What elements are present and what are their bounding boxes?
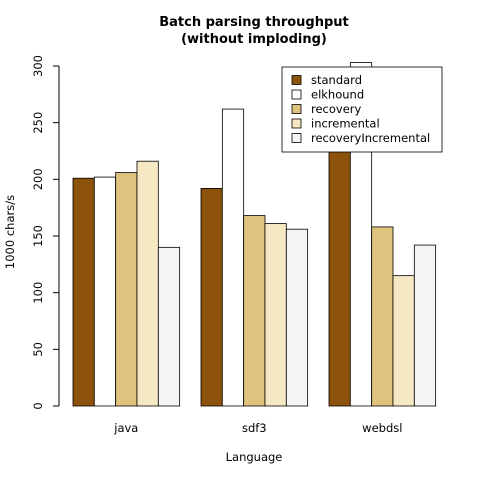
y-tick-label: 250	[31, 112, 45, 134]
x-tick-label-sdf3: sdf3	[242, 421, 267, 435]
bar-recoveryIncremental-sdf3	[285, 228, 309, 407]
legend-label-recoveryIncremental: recoveryIncremental	[311, 131, 430, 145]
bar-recovery-webdsl	[371, 226, 394, 407]
bar-incremental-sdf3	[264, 223, 287, 407]
legend-label-elkhound: elkhound	[311, 88, 364, 102]
bars	[72, 62, 437, 407]
bar-recovery-java	[115, 172, 138, 407]
x-axis-label: Language	[226, 450, 283, 464]
y-tick-label: 200	[31, 168, 45, 190]
bar-standard-java	[72, 177, 95, 407]
bar-recoveryIncremental-java	[157, 246, 181, 407]
bar-standard-sdf3	[200, 187, 223, 407]
x-tick-label-webdsl: webdsl	[362, 421, 402, 435]
y-tick-label: 50	[31, 342, 45, 357]
legend-label-recovery: recovery	[311, 102, 362, 116]
bar-incremental-webdsl	[392, 275, 415, 407]
x-axis-tick-labels: java sdf3 webdsl	[113, 421, 402, 435]
bar-incremental-java	[136, 160, 159, 407]
y-axis: 0 50 100 150 200 250 300	[31, 55, 60, 410]
bar-recovery-sdf3	[243, 215, 266, 407]
bar-elkhound-sdf3	[221, 108, 245, 407]
y-tick-label: 100	[31, 282, 45, 304]
legend-swatch-recovery	[291, 104, 302, 114]
legend-box	[281, 66, 443, 153]
legend-label-standard: standard	[311, 73, 362, 87]
bar-elkhound-java	[93, 176, 117, 407]
legend-label-incremental: incremental	[311, 117, 380, 131]
chart-title-line-2: (without imploding)	[181, 32, 327, 47]
y-tick-label: 0	[31, 402, 45, 409]
chart-title-line-1: Batch parsing throughput	[159, 15, 349, 30]
bar-standard-webdsl	[328, 149, 351, 407]
y-tick-label: 300	[31, 55, 45, 77]
x-tick-label-java: java	[113, 421, 138, 435]
legend-swatch-recoveryIncremental	[291, 133, 302, 143]
legend-swatch-standard	[291, 75, 302, 85]
legend: standardelkhoundrecoveryincrementalrecov…	[281, 66, 443, 153]
bar-recoveryIncremental-webdsl	[413, 244, 437, 407]
y-axis-label: 1000 chars/s	[3, 195, 17, 269]
legend-swatch-elkhound	[291, 89, 302, 100]
legend-swatch-incremental	[291, 118, 302, 129]
y-tick-label: 150	[31, 225, 45, 247]
